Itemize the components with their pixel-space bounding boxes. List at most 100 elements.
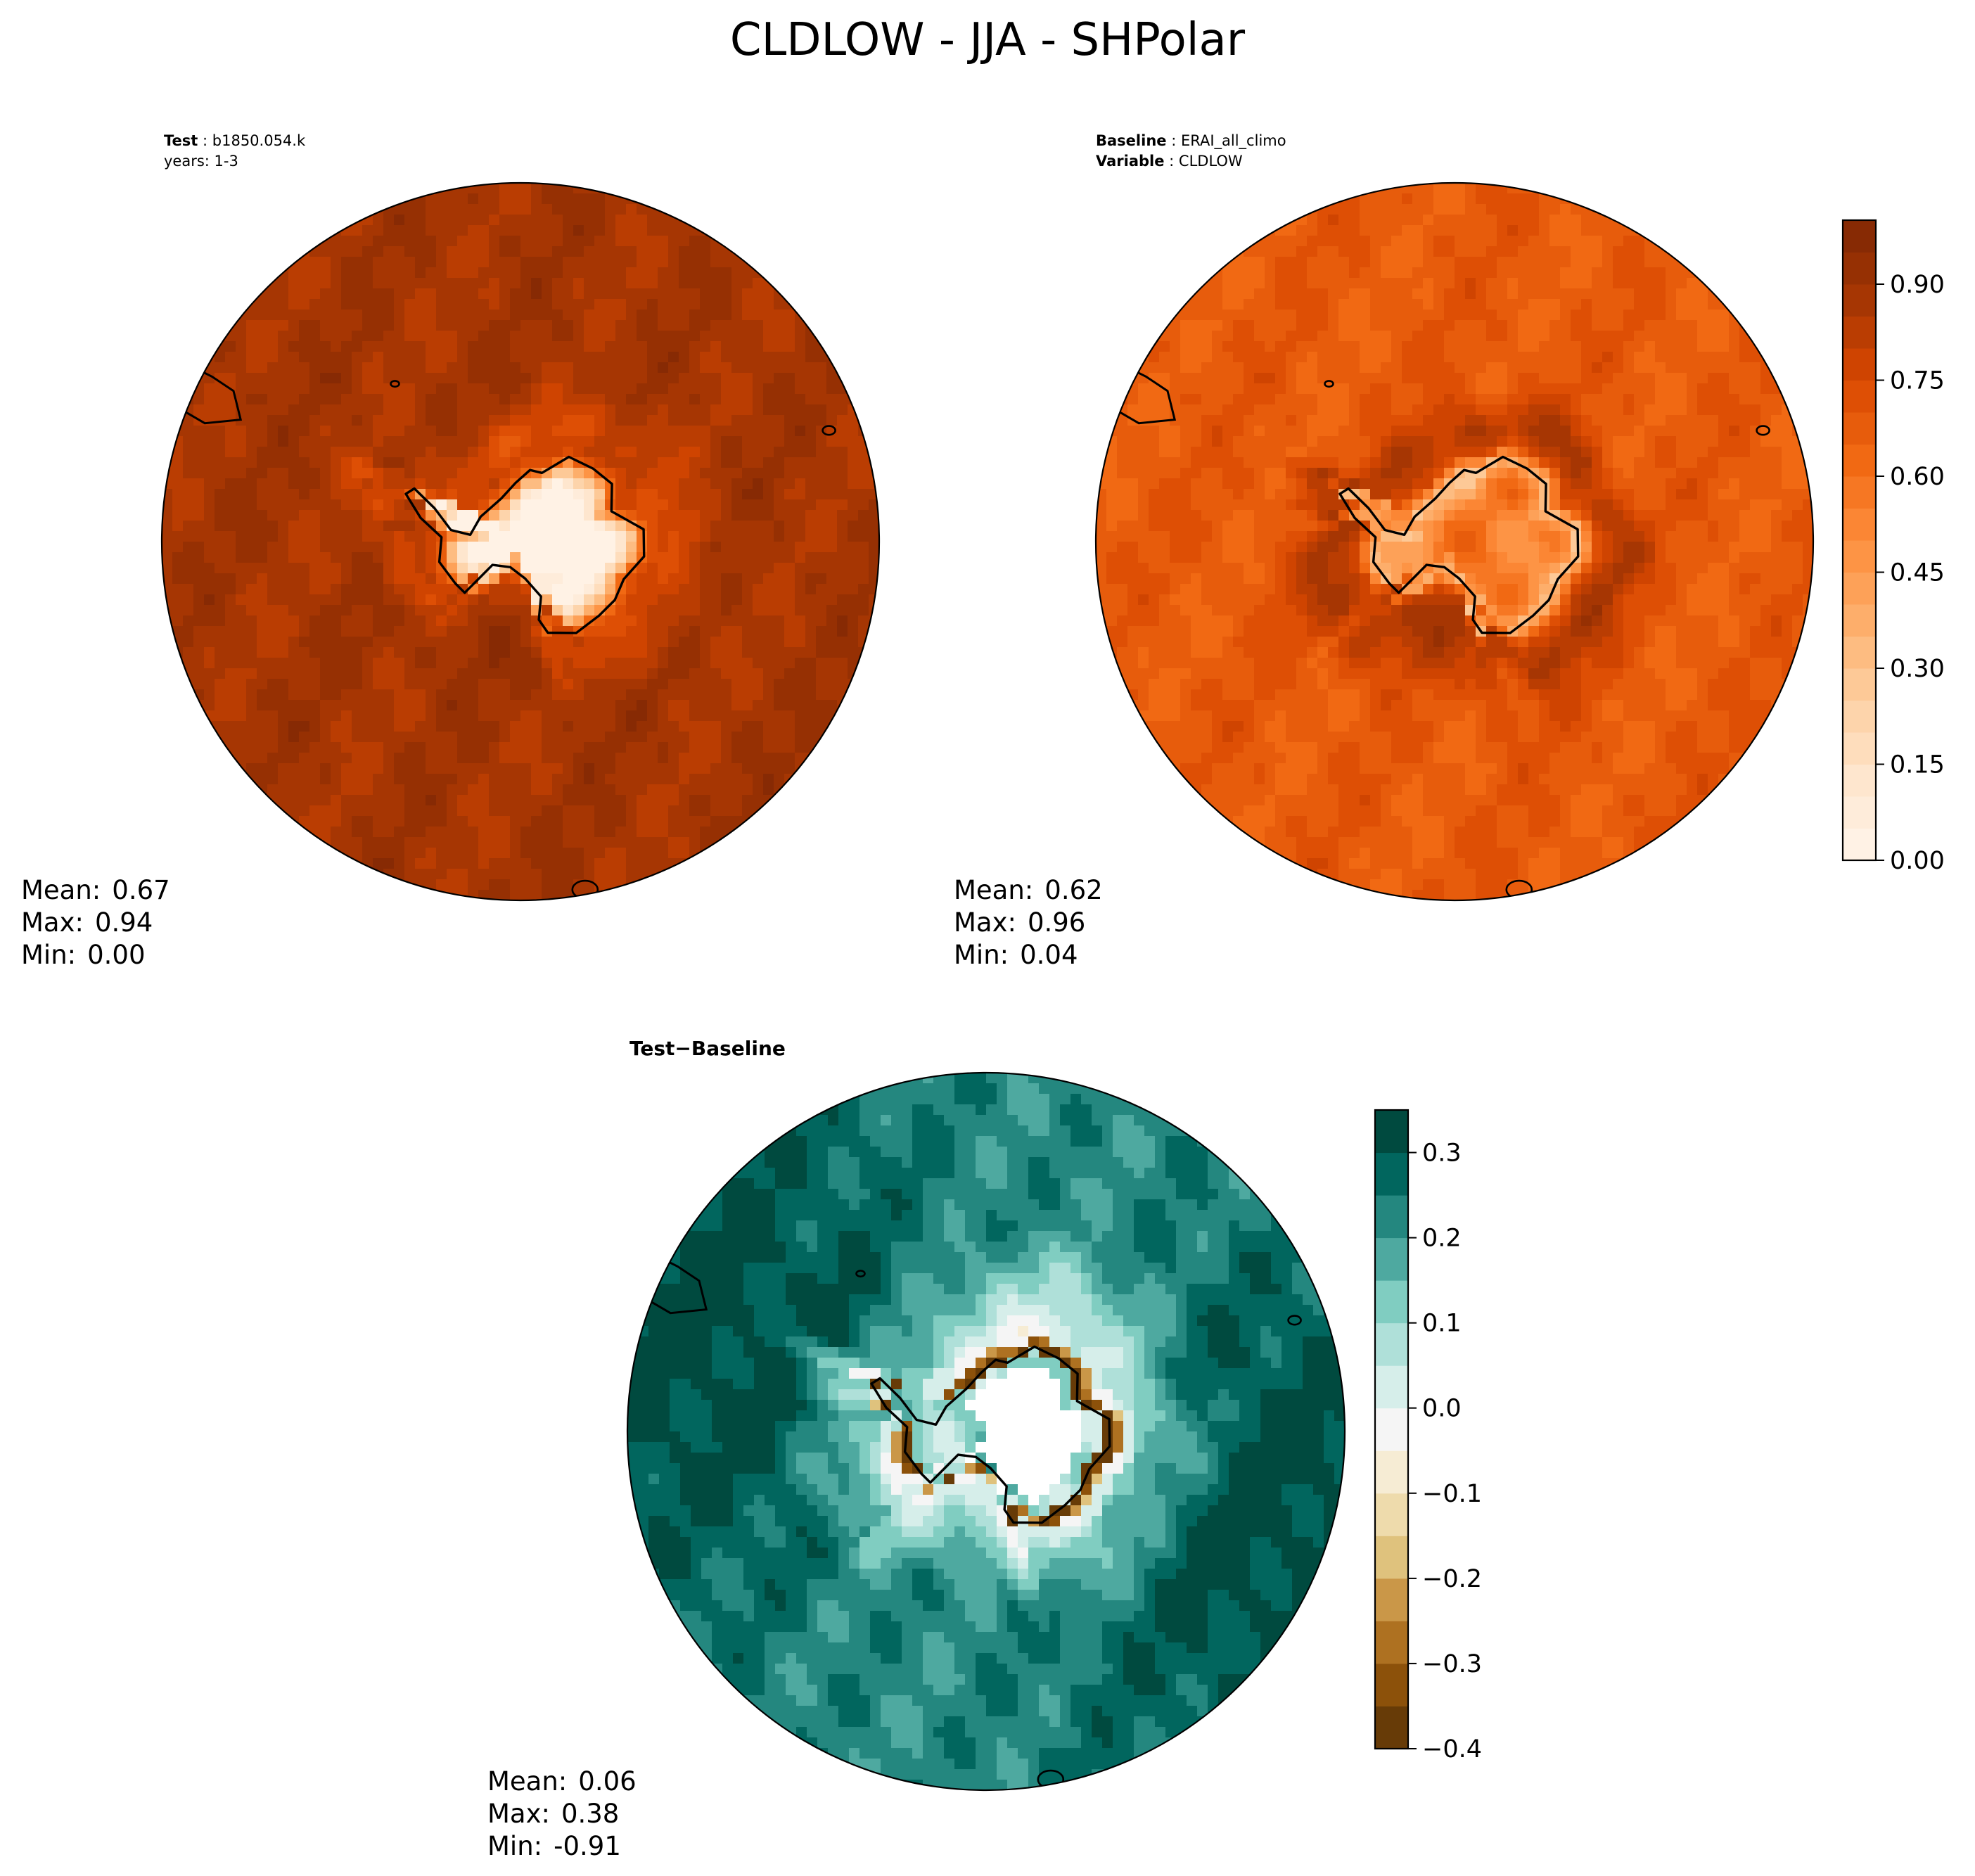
field-cell	[679, 816, 690, 827]
field-cell	[816, 542, 827, 553]
field-cell	[288, 489, 300, 500]
field-cell	[1180, 689, 1191, 701]
field-cell	[816, 563, 827, 574]
field-cell	[1265, 584, 1276, 595]
field-cell	[436, 552, 447, 563]
field-cell	[542, 763, 553, 774]
field-cell	[1191, 478, 1202, 490]
field-cell	[215, 478, 226, 490]
field-cell	[552, 573, 563, 585]
field-cell	[1233, 521, 1244, 532]
field-cell	[763, 352, 774, 363]
field-cell	[489, 267, 500, 279]
field-cell	[784, 689, 795, 701]
field-cell	[478, 658, 490, 669]
field-cell	[331, 732, 342, 743]
field-cell	[700, 352, 711, 363]
field-cell	[584, 805, 595, 817]
field-cell	[352, 837, 363, 848]
field-cell	[679, 426, 690, 437]
field-cell	[1286, 774, 1297, 785]
field-cell	[1275, 404, 1286, 416]
field-cell	[710, 626, 722, 637]
field-cell	[573, 869, 584, 880]
field-cell	[1317, 267, 1329, 279]
field-cell	[531, 848, 542, 859]
field-cell	[605, 542, 616, 553]
field-cell	[1138, 594, 1149, 606]
field-cell	[1296, 299, 1308, 310]
field-cell	[510, 299, 521, 310]
field-cell	[774, 447, 785, 458]
field-cell	[1286, 689, 1297, 701]
field-cell	[478, 784, 490, 796]
field-cell	[404, 278, 416, 289]
field-cell	[605, 267, 616, 279]
field-cell	[1159, 478, 1170, 490]
field-cell	[267, 742, 279, 753]
field-cell	[193, 679, 205, 690]
field-cell	[246, 763, 257, 774]
field-cell	[1117, 689, 1128, 701]
field-cell	[309, 352, 321, 363]
field-cell	[1201, 299, 1213, 310]
field-cell	[1127, 658, 1139, 669]
field-cell	[520, 879, 532, 891]
field-cell	[1201, 331, 1213, 342]
field-cell	[700, 236, 711, 247]
field-cell	[1275, 774, 1286, 785]
field-cell	[373, 299, 384, 310]
field-cell	[478, 310, 490, 321]
field-cell	[742, 552, 753, 563]
field-cell	[510, 531, 521, 542]
field-cell	[658, 615, 669, 627]
field-cell	[563, 468, 574, 479]
field-cell	[573, 436, 584, 447]
field-cell	[542, 784, 553, 796]
field-cell	[373, 215, 384, 226]
field-cell	[278, 521, 289, 532]
field-cell	[510, 700, 521, 711]
field-cell	[1106, 552, 1118, 563]
field-cell	[447, 299, 458, 310]
field-cell	[183, 447, 194, 458]
field-cell	[1307, 215, 1318, 226]
field-cell	[658, 352, 669, 363]
field-cell	[1106, 605, 1118, 616]
field-cell	[510, 890, 521, 900]
field-cell	[404, 742, 416, 753]
field-cell	[362, 594, 373, 606]
field-cell	[710, 225, 722, 236]
field-cell	[563, 404, 574, 416]
field-cell	[858, 447, 869, 458]
field-cell	[605, 668, 616, 679]
field-cell	[731, 552, 743, 563]
field-cell	[1254, 288, 1265, 300]
field-cell	[499, 795, 511, 806]
field-cell	[816, 436, 827, 447]
field-cell	[1275, 362, 1286, 374]
field-cell	[1317, 700, 1329, 711]
field-cell	[478, 447, 490, 458]
field-cell	[637, 468, 648, 479]
field-cell	[679, 615, 690, 627]
field-cell	[1138, 499, 1149, 511]
field-cell	[784, 394, 795, 405]
field-cell	[763, 341, 774, 352]
field-cell	[753, 700, 764, 711]
field-cell	[816, 584, 827, 595]
field-cell	[1307, 700, 1318, 711]
field-cell	[615, 457, 627, 468]
field-cell	[352, 658, 363, 669]
field-cell	[1265, 679, 1276, 690]
field-cell	[288, 457, 300, 468]
field-cell	[373, 858, 384, 869]
field-cell	[172, 447, 184, 458]
field-cell	[668, 552, 679, 563]
field-cell	[647, 521, 658, 532]
field-cell	[267, 373, 279, 384]
field-cell	[1328, 404, 1339, 416]
field-cell	[1233, 584, 1244, 595]
field-cell	[658, 594, 669, 606]
field-cell	[710, 352, 722, 363]
